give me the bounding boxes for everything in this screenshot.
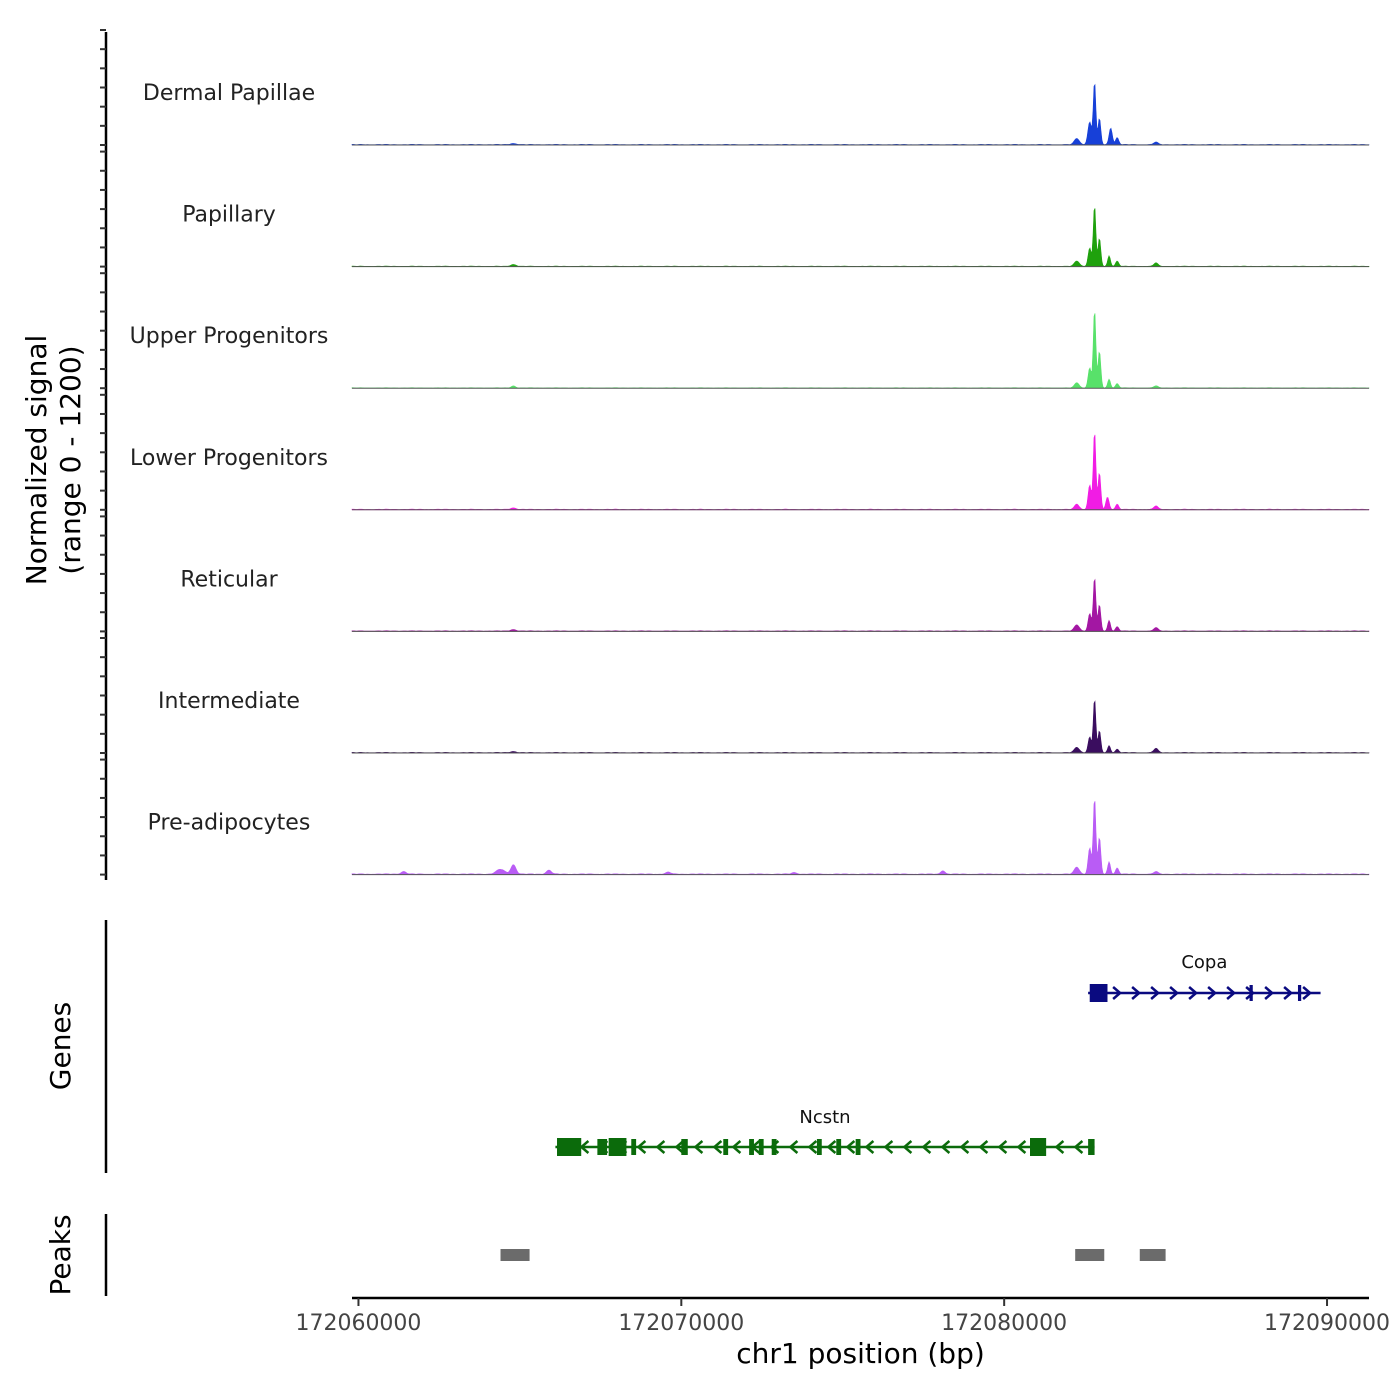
coverage-area (351, 578, 1370, 632)
strand-arrow (674, 1140, 685, 1154)
strand-arrow (978, 1140, 989, 1154)
strand-arrow (940, 1140, 951, 1154)
coverage-area (351, 801, 1370, 875)
strand-arrow (883, 1140, 894, 1154)
strand-arrow (1264, 986, 1275, 1000)
strand-arrow (1245, 986, 1256, 1000)
exon-block (816, 1139, 822, 1155)
strand-arrow (845, 1140, 856, 1154)
strand-arrow (921, 1140, 932, 1154)
track-dermal-papillae: Dermal Papillae (143, 81, 1370, 146)
strand-arrow (1150, 986, 1161, 1000)
strand-arrow (1169, 986, 1180, 1000)
track-label: Papillary (182, 203, 276, 228)
peak-region (1139, 1249, 1166, 1261)
gene-label: Ncstn (799, 1107, 850, 1128)
exon-block (608, 1138, 627, 1156)
exon-block (631, 1139, 637, 1155)
signal-axis-title-line: (range 0 - 1200) (54, 345, 87, 574)
coverage-area (351, 700, 1370, 754)
exon-block (1089, 984, 1108, 1002)
strand-arrow (1054, 1140, 1065, 1154)
exon-block (723, 1139, 729, 1155)
strand-arrow (959, 1140, 970, 1154)
strand-arrow (1112, 986, 1123, 1000)
track-label: Pre-adipocytes (148, 811, 311, 836)
exon-block (681, 1139, 688, 1155)
strand-arrow (1283, 986, 1294, 1000)
x-tick-label: 172080000 (941, 1311, 1067, 1336)
x-tick-label: 172060000 (295, 1311, 421, 1336)
x-tick-label: 172090000 (1264, 1311, 1390, 1336)
exon-block (836, 1139, 842, 1155)
strand-arrow (1302, 986, 1313, 1000)
peaks-panel-title: Peaks (44, 1214, 77, 1295)
strand-arrow (1016, 1140, 1027, 1154)
track-upper-progenitors: Upper Progenitors (130, 313, 1370, 389)
coverage-area (351, 208, 1370, 267)
track-intermediate: Intermediate (158, 689, 1370, 754)
track-label: Lower Progenitors (130, 446, 328, 471)
exon-block (1088, 1139, 1095, 1155)
peak-region (500, 1249, 530, 1261)
exon-block (758, 1139, 764, 1155)
coverage-tracks: Dermal Papillae Papillary Upper Progenitor… (130, 81, 1370, 876)
gene-copa: Copa (1088, 952, 1321, 1002)
strand-arrow (864, 1140, 875, 1154)
signal-axis-title: Normalized signal(range 0 - 1200) (20, 335, 87, 586)
exon-block (1297, 985, 1302, 1001)
exon-block (557, 1138, 582, 1156)
track-papillary: Papillary (182, 203, 1370, 268)
genes-panel-title: Genes (44, 1002, 77, 1090)
exon-block (1030, 1138, 1047, 1156)
track-label: Reticular (180, 567, 278, 592)
track-pre-adipocytes: Pre-adipocytes (148, 801, 1370, 876)
strand-arrow (788, 1140, 799, 1154)
track-lower-progenitors: Lower Progenitors (130, 434, 1370, 511)
strand-arrow (997, 1140, 1008, 1154)
coverage-area (351, 313, 1370, 389)
exon-block (1249, 985, 1253, 1001)
strand-arrow (579, 1140, 590, 1154)
strand-arrow (655, 1140, 666, 1154)
strand-arrow (1131, 986, 1142, 1000)
strand-arrow (1073, 1140, 1084, 1154)
track-reticular: Reticular (180, 567, 1370, 632)
x-axis: 172060000 172070000 172080000 172090000 chr1… (295, 1296, 1390, 1370)
track-label: Dermal Papillae (143, 81, 315, 106)
strand-arrow (731, 1140, 742, 1154)
strand-arrow (826, 1140, 837, 1154)
coverage-area (351, 83, 1370, 146)
gene-ncstn: Ncstn (555, 1107, 1095, 1156)
exon-block (597, 1139, 608, 1155)
track-label: Upper Progenitors (130, 324, 329, 349)
coverage-area (351, 434, 1370, 511)
x-axis-title: chr1 position (bp) (736, 1337, 985, 1370)
signal-y-axis: Normalized signal(range 0 - 1200) (20, 29, 108, 880)
signal-axis-title-line: Normalized signal (20, 335, 53, 586)
strand-arrow (712, 1140, 723, 1154)
exon-block (855, 1139, 861, 1155)
strand-arrow (1226, 986, 1237, 1000)
gene-label: Copa (1181, 952, 1227, 973)
strand-arrow (902, 1140, 913, 1154)
strand-arrow (636, 1140, 647, 1154)
strand-arrow (1207, 986, 1218, 1000)
track-label: Intermediate (158, 689, 300, 714)
strand-arrow (1188, 986, 1199, 1000)
exon-block (749, 1139, 754, 1155)
strand-arrow (807, 1140, 818, 1154)
peaks-panel: Peaks (44, 1214, 1166, 1296)
gene-annotation-panel: Genes Copa Ncstn (44, 920, 1321, 1173)
exon-block (771, 1139, 777, 1155)
x-tick-label: 172070000 (618, 1311, 744, 1336)
strand-arrow (693, 1140, 704, 1154)
peak-region (1075, 1249, 1105, 1261)
